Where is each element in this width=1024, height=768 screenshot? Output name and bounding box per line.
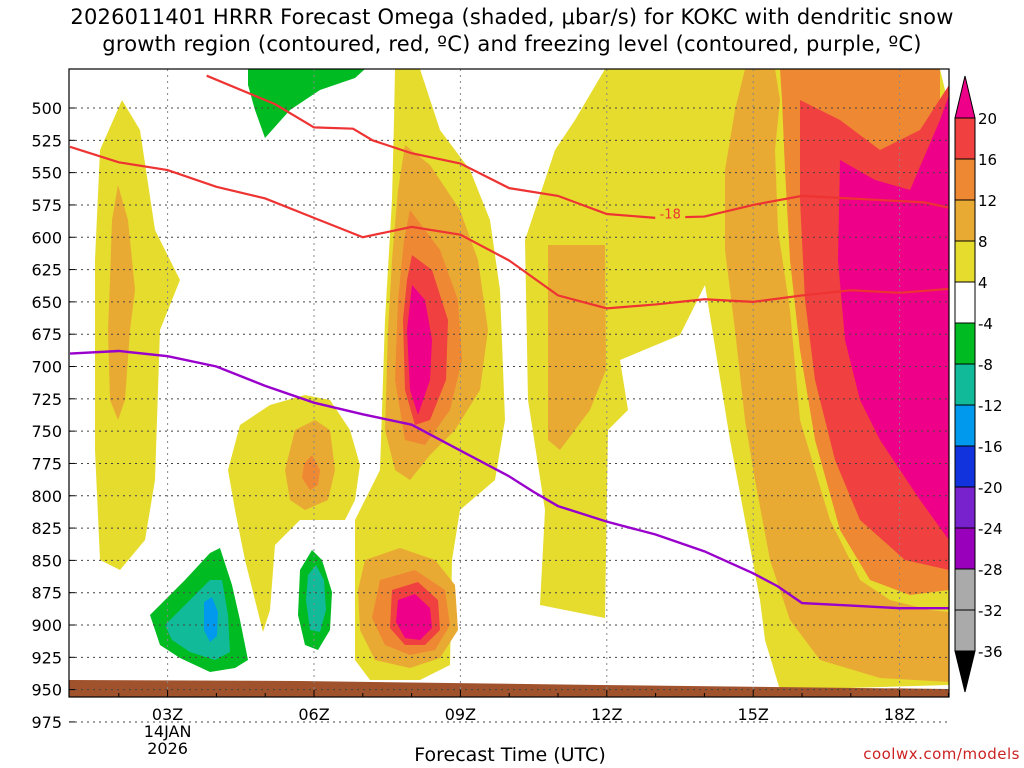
ytick-label-950: 950 bbox=[31, 681, 62, 700]
terrain-ground bbox=[69, 680, 949, 697]
colorbar-bottom-arrow bbox=[954, 650, 976, 693]
ytick-label-600: 600 bbox=[31, 228, 62, 247]
dgz-upper-contour bbox=[206, 74, 949, 219]
xtick-label-18Z: 18Z bbox=[884, 705, 915, 724]
ytick-label-500: 500 bbox=[31, 99, 62, 118]
omega-region-gold-4 bbox=[108, 185, 135, 420]
freezing-level-contour bbox=[69, 349, 949, 610]
ytick-label-850: 850 bbox=[31, 551, 62, 570]
colorbar-label--12: -12 bbox=[978, 397, 1003, 415]
colorbar-label--20: -20 bbox=[978, 479, 1003, 497]
contour-label: -18 bbox=[660, 208, 681, 223]
ytick-label-925: 925 bbox=[31, 648, 62, 667]
colorbar-label-16: 16 bbox=[978, 151, 997, 169]
ytick-label-650: 650 bbox=[31, 293, 62, 312]
colorbar-segment-9 bbox=[954, 486, 976, 529]
contour-lines: -18 bbox=[69, 74, 949, 610]
colorbar-label-4: 4 bbox=[978, 274, 988, 292]
ytick-label-675: 675 bbox=[31, 325, 62, 344]
ytick-label-750: 750 bbox=[31, 422, 62, 441]
x-axis-label: Forecast Time (UTC) bbox=[414, 744, 606, 766]
ytick-label-875: 875 bbox=[31, 584, 62, 603]
colorbar-label--32: -32 bbox=[978, 602, 1003, 620]
colorbar-segment-5 bbox=[954, 322, 976, 365]
colorbar-label-12: 12 bbox=[978, 192, 997, 210]
chart-title: 2026011401 HRRR Forecast Omega (shaded, … bbox=[0, 4, 1024, 58]
omega-region-green-20 bbox=[248, 69, 365, 138]
colorbar-segment-4 bbox=[954, 281, 976, 324]
colorbar-segment-6 bbox=[954, 363, 976, 406]
colorbar-label--36: -36 bbox=[978, 643, 1003, 661]
colorbar-segment-12 bbox=[954, 609, 976, 652]
colorbar-segment-3 bbox=[954, 240, 976, 283]
site-credit: coolwx.com/models bbox=[863, 745, 1020, 763]
colorbar-label-20: 20 bbox=[978, 110, 997, 128]
ytick-label-825: 825 bbox=[31, 519, 62, 538]
omega-shading bbox=[95, 69, 949, 690]
omega-region-magenta-17 bbox=[838, 95, 949, 540]
date-label-year: 2026 bbox=[147, 739, 188, 758]
omega-region-cyan-25 bbox=[204, 597, 218, 642]
colorbar-segment-7 bbox=[954, 404, 976, 447]
xtick-label-09Z: 09Z bbox=[445, 705, 476, 724]
colorbar-segment-2 bbox=[954, 199, 976, 242]
ytick-label-625: 625 bbox=[31, 261, 62, 280]
colorbar-label-8: 8 bbox=[978, 233, 988, 251]
xtick-label-12Z: 12Z bbox=[591, 705, 622, 724]
ytick-label-725: 725 bbox=[31, 390, 62, 409]
colorbar-segment-0 bbox=[954, 117, 976, 160]
colorbar-segment-8 bbox=[954, 445, 976, 488]
ytick-label-800: 800 bbox=[31, 487, 62, 506]
title-line-1: 2026011401 HRRR Forecast Omega (shaded, … bbox=[70, 5, 954, 29]
ytick-label-700: 700 bbox=[31, 358, 62, 377]
ytick-label-550: 550 bbox=[31, 164, 62, 183]
grid-lines bbox=[69, 69, 949, 723]
xtick-label-15Z: 15Z bbox=[738, 705, 769, 724]
contour-label-bg bbox=[655, 205, 686, 222]
date-label-day: 14JAN bbox=[144, 722, 192, 741]
omega-region-gold-6 bbox=[725, 69, 949, 682]
omega-region-teal-23 bbox=[165, 580, 230, 660]
omega-region-teal-24 bbox=[306, 565, 326, 632]
omega-region-magenta-18 bbox=[407, 285, 432, 415]
colorbar-label--8: -8 bbox=[978, 356, 993, 374]
omega-region-yellow-3 bbox=[228, 395, 360, 632]
ytick-label-575: 575 bbox=[31, 196, 62, 215]
title-line-2: growth region (contoured, red, ºC) and f… bbox=[102, 32, 922, 56]
ytick-label-975: 975 bbox=[31, 713, 62, 732]
colorbar-segment-10 bbox=[954, 527, 976, 570]
colorbar-label--28: -28 bbox=[978, 561, 1003, 579]
colorbar-label--24: -24 bbox=[978, 520, 1003, 538]
colorbar-label--16: -16 bbox=[978, 438, 1003, 456]
omega-region-magenta-19 bbox=[396, 594, 432, 640]
colorbar-label--4: -4 bbox=[978, 315, 993, 333]
colorbar: 20 16 12 8 4 -4 -8 -12 -16 -20 -24 -28 -32 -36 bbox=[954, 75, 1003, 693]
ground-terrain-fill bbox=[69, 680, 949, 697]
ytick-label-525: 525 bbox=[31, 131, 62, 150]
colorbar-top-arrow bbox=[954, 75, 976, 119]
y-axis: 500 525 550 575 600 625 650 675 700 725 750 775 800 8… bbox=[31, 99, 75, 732]
ytick-label-775: 775 bbox=[31, 454, 62, 473]
colorbar-segment-11 bbox=[954, 568, 976, 611]
ytick-label-900: 900 bbox=[31, 616, 62, 635]
dgz-middle-contour bbox=[69, 145, 949, 310]
xtick-label-03Z: 03Z bbox=[152, 705, 183, 724]
colorbar-segment-1 bbox=[954, 158, 976, 201]
xtick-label-06Z: 06Z bbox=[298, 705, 329, 724]
